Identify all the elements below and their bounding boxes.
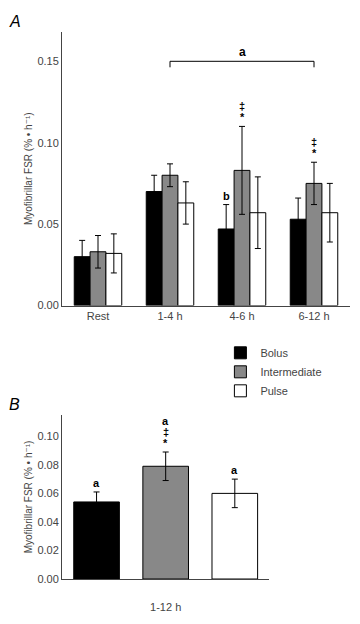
svg-text:A: A — [9, 13, 21, 30]
svg-text:0.15: 0.15 — [37, 55, 58, 67]
svg-text:b: b — [223, 190, 230, 202]
svg-text:a: a — [231, 464, 238, 476]
svg-text:0.04: 0.04 — [37, 516, 58, 528]
svg-text:0.10: 0.10 — [37, 430, 58, 442]
svg-text:0.02: 0.02 — [37, 544, 58, 556]
svg-text:Intermediate: Intermediate — [260, 366, 321, 378]
svg-text:Myofibrillar FSR (% • h⁻¹): Myofibrillar FSR (% • h⁻¹) — [23, 112, 34, 225]
svg-text:0.08: 0.08 — [37, 459, 58, 471]
svg-text:1-12 h: 1-12 h — [150, 601, 181, 613]
svg-text:0.05: 0.05 — [37, 218, 58, 230]
svg-text:0.00: 0.00 — [37, 299, 58, 311]
svg-text:a: a — [93, 477, 100, 489]
svg-text:a: a — [239, 45, 246, 59]
svg-text:a: a — [162, 415, 169, 427]
svg-text:*: * — [163, 437, 168, 449]
svg-text:Bolus: Bolus — [260, 347, 288, 359]
svg-text:0.00: 0.00 — [37, 573, 58, 585]
svg-text:‡: ‡ — [239, 100, 245, 112]
svg-text:*: * — [312, 147, 317, 159]
svg-text:*: * — [240, 111, 245, 123]
svg-text:4-6 h: 4-6 h — [229, 310, 254, 322]
svg-text:‡: ‡ — [311, 136, 317, 148]
svg-text:6-12 h: 6-12 h — [298, 310, 329, 322]
svg-text:Myofibrillar FSR (% • h⁻¹): Myofibrillar FSR (% • h⁻¹) — [23, 441, 34, 554]
svg-text:‡: ‡ — [163, 426, 169, 438]
svg-text:Pulse: Pulse — [260, 385, 288, 397]
svg-text:B: B — [9, 396, 20, 413]
svg-text:0.06: 0.06 — [37, 487, 58, 499]
svg-text:0.10: 0.10 — [37, 137, 58, 149]
svg-text:1-4 h: 1-4 h — [157, 310, 182, 322]
svg-text:Rest: Rest — [87, 310, 110, 322]
